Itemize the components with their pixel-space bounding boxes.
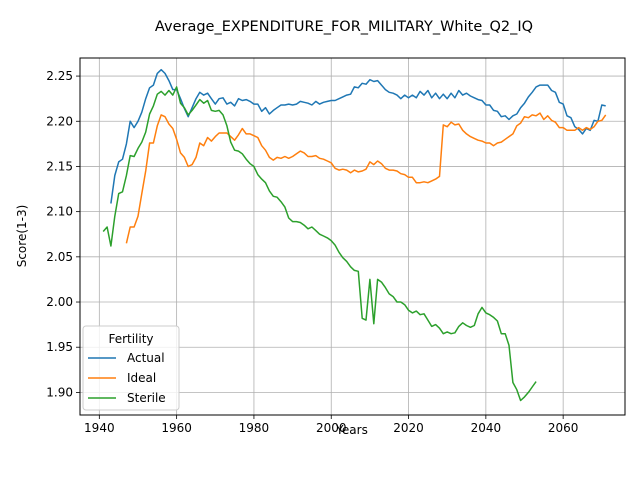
y-tick-label: 2.05 (46, 250, 73, 264)
series-line-sterile (102, 86, 537, 402)
y-tick-label: 2.15 (46, 159, 73, 173)
y-tick-label: 1.90 (46, 385, 73, 399)
x-tick-label: 1980 (239, 421, 270, 435)
legend-label-actual: Actual (127, 351, 165, 365)
y-tick-label: 2.00 (46, 295, 73, 309)
legend-box (82, 325, 180, 411)
y-tick-label: 1.95 (46, 340, 73, 354)
y-tick-label: 2.10 (46, 205, 73, 219)
legend-title: Fertility (108, 332, 153, 346)
x-tick-label: 2060 (548, 421, 579, 435)
y-tick-label: 2.20 (46, 114, 73, 128)
chart-title: Average_EXPENDITURE_FOR_MILITARY_White_Q… (155, 19, 533, 35)
x-tick-label: 2000 (316, 421, 347, 435)
y-axis-ticks: 1.90 1.95 2.00 2.05 2.10 2.15 2.20 2.25 (46, 69, 80, 399)
y-axis-label: Score(1-3) (15, 205, 29, 268)
series-lines (102, 68, 607, 402)
legend-label-ideal: Ideal (127, 371, 156, 385)
x-axis-ticks: 1940 1960 1980 2000 2020 2040 2060 (84, 415, 578, 435)
legend-label-sterile: Sterile (127, 391, 166, 405)
series-line-ideal (125, 112, 607, 244)
series-line-actual (110, 68, 606, 204)
x-axis-label: Years (335, 423, 368, 437)
y-tick-label: 2.25 (46, 69, 73, 83)
x-tick-label: 2040 (471, 421, 502, 435)
legend-entries: Actual Ideal Sterile (88, 351, 166, 405)
x-tick-label: 1940 (84, 421, 115, 435)
plot-area-frame (79, 57, 626, 416)
legend: Fertility Actual Ideal Sterile (82, 325, 180, 411)
x-tick-label: 1960 (161, 421, 192, 435)
x-tick-label: 2020 (393, 421, 424, 435)
